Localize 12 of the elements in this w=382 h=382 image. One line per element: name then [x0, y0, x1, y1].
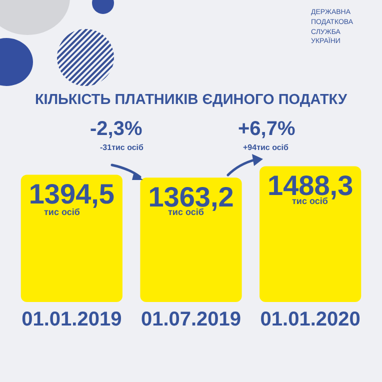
- text: -31тис осіб: [100, 143, 144, 152]
- x-tick-label: 01.01.2020: [260, 308, 360, 331]
- data-label: 1394,5: [28, 178, 114, 210]
- text: +6,7%: [238, 118, 296, 141]
- annotation: тис осіб: [292, 196, 328, 206]
- annotation: тис осіб: [168, 207, 204, 217]
- chart-title: КІЛЬКІСТЬ ПЛАТНИКІВ ЄДИНОГО ПОДАТКУ: [34, 92, 348, 108]
- x-tick-label: 01.07.2019: [140, 308, 242, 331]
- text: -2,3%: [90, 118, 142, 141]
- text: +94тис осіб: [243, 143, 288, 152]
- annotation: тис осіб: [44, 207, 80, 217]
- x-tick-label: 01.01.2019: [22, 308, 122, 331]
